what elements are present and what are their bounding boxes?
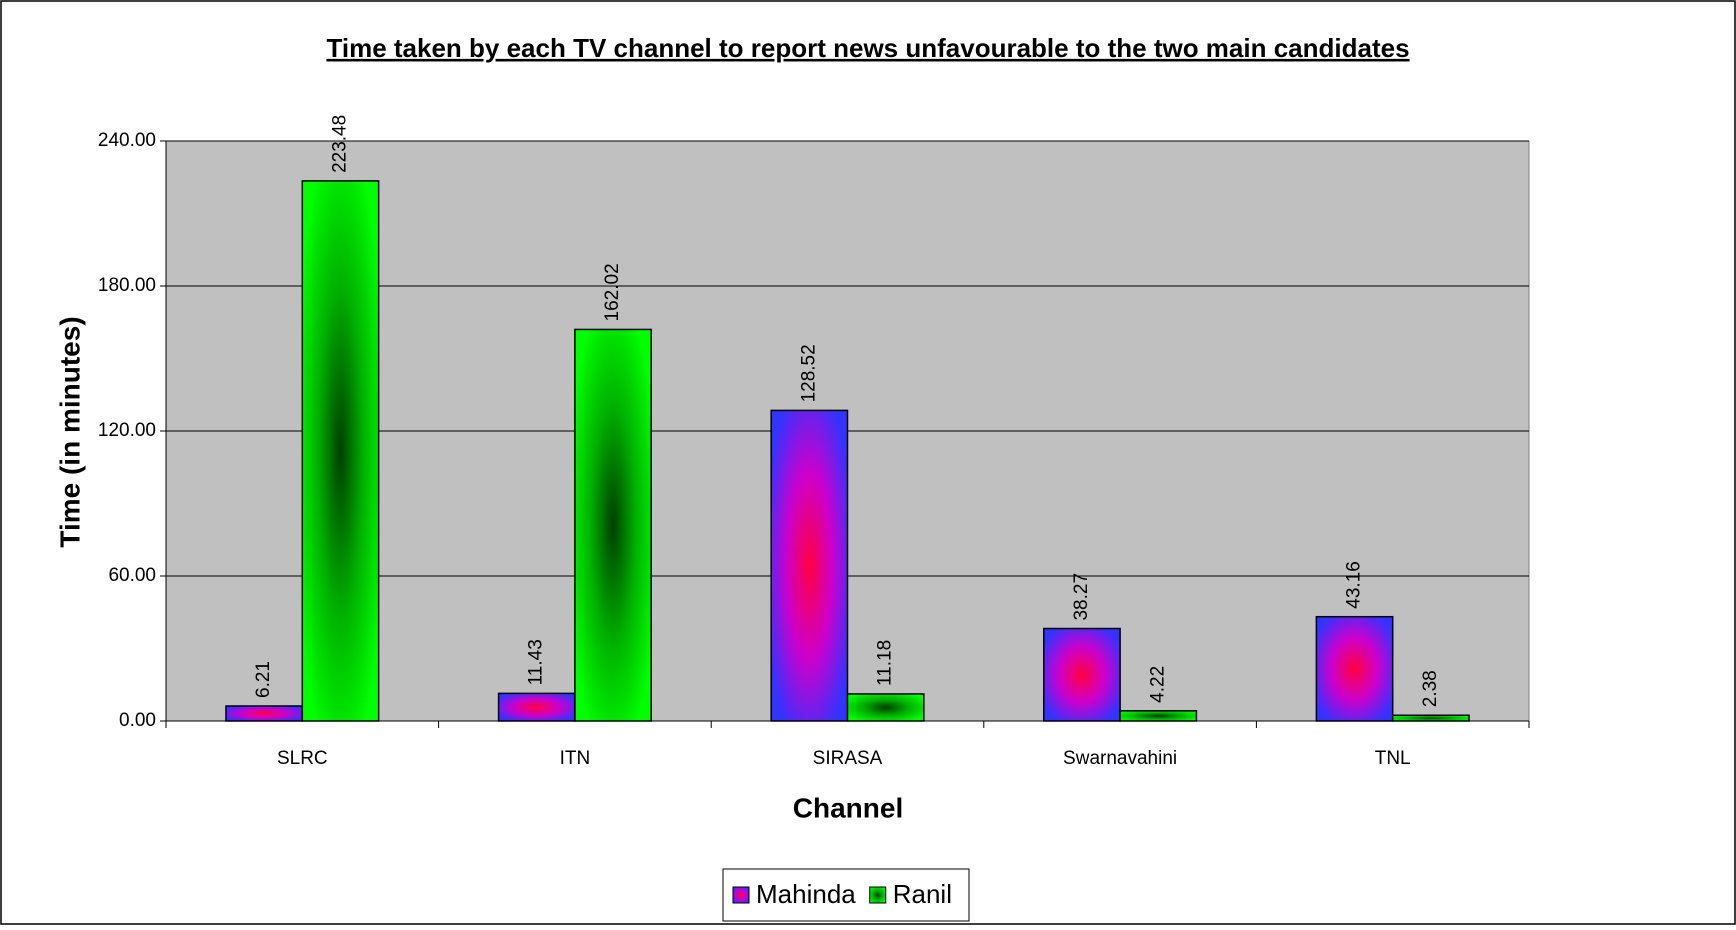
- x-tick-label: ITN: [560, 748, 591, 769]
- bar: [497, 692, 576, 722]
- bar: [574, 328, 652, 722]
- legend-box: [722, 868, 970, 922]
- bar: [1391, 714, 1470, 722]
- data-label: 43.16: [1344, 561, 1365, 609]
- data-label: 4.22: [1147, 666, 1168, 703]
- x-tick-label: Swarnavahini: [1063, 748, 1177, 769]
- x-tick-label: SIRASA: [813, 748, 883, 769]
- y-axis-title: Time (in minutes): [54, 316, 85, 547]
- data-label: 11.43: [526, 639, 547, 685]
- data-label: 6.21: [253, 661, 274, 698]
- x-tick-label: TNL: [1375, 748, 1411, 769]
- legend-label: Ranil: [893, 879, 952, 909]
- data-label: 38.27: [1071, 573, 1092, 621]
- bar: [301, 180, 380, 722]
- legend-swatch: [732, 886, 750, 904]
- x-axis-title: Channel: [793, 792, 903, 823]
- x-tick-label: SLRC: [277, 748, 328, 769]
- legend-label: Mahinda: [756, 879, 856, 909]
- y-tick-label: 180.00: [98, 275, 156, 296]
- chart-title: Time taken by each TV channel to report …: [326, 33, 1409, 63]
- y-tick-label: 60.00: [108, 565, 156, 586]
- data-label: 162.02: [602, 263, 623, 321]
- y-tick-label: 0.00: [119, 710, 156, 731]
- bar: [225, 705, 304, 722]
- data-label: 128.52: [798, 344, 819, 402]
- bar: [846, 693, 925, 722]
- y-tick-label: 120.00: [98, 420, 156, 441]
- bar: [1043, 627, 1121, 722]
- y-tick-label: 240.00: [98, 130, 156, 151]
- bar: [770, 409, 849, 722]
- legend-swatch: [869, 886, 887, 904]
- data-label: 2.38: [1420, 670, 1441, 707]
- bar: [1315, 615, 1394, 722]
- data-label: 223.48: [329, 115, 350, 173]
- data-label: 11.18: [875, 640, 896, 686]
- bar: [1119, 710, 1198, 722]
